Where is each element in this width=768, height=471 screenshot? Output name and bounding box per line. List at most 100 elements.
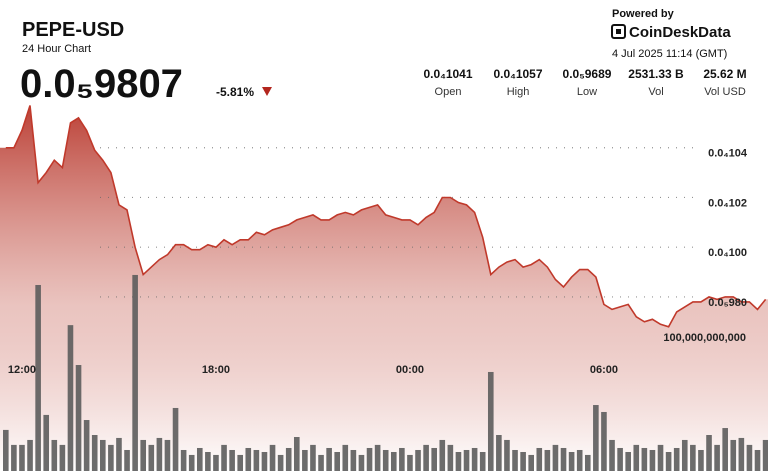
volume-bar	[358, 454, 365, 471]
volume-bar	[3, 429, 9, 471]
stats: 0.0₄1041 Open 0.0₄1057 High 0.0₅9689 Low 2531.…	[423, 67, 746, 98]
volume-bar	[156, 437, 163, 471]
volume-bar	[140, 439, 147, 471]
volume-bar	[148, 444, 155, 471]
volume-bar	[43, 414, 50, 471]
timestamp: 4 Jul 2025 11:14 (GMT)	[612, 48, 727, 60]
volume-bar	[35, 284, 41, 471]
volume-bar	[576, 449, 583, 471]
brand-icon-dot	[616, 29, 621, 34]
volume-bar	[99, 439, 106, 471]
volume-bar	[366, 447, 373, 471]
volume-bar	[681, 439, 688, 471]
volume-bar	[374, 444, 381, 471]
stat-label: Vol	[648, 86, 663, 98]
volume-bar	[83, 420, 90, 471]
volume-bar	[124, 449, 130, 471]
volume-bar	[714, 444, 720, 471]
volume-bar	[326, 447, 332, 471]
down-arrow	[262, 87, 272, 96]
volume-bar	[237, 454, 244, 471]
volume-bar	[520, 451, 526, 471]
x-tick-label: 12:00	[8, 364, 36, 376]
volume-bar	[318, 454, 324, 471]
volume-bar	[649, 449, 656, 471]
price-change: -5.81%	[216, 85, 254, 99]
price-area	[0, 105, 768, 471]
volume-bar	[754, 449, 761, 471]
volume-bar	[277, 454, 284, 471]
volume-bar	[19, 444, 25, 471]
stat-value: 25.62 M	[703, 67, 746, 81]
volume-bar	[213, 454, 219, 471]
y-tick-label: 0.0₅980	[708, 297, 747, 309]
volume-bar	[601, 411, 607, 471]
volume-bar	[350, 449, 357, 471]
stat-value: 0.0₄1057	[493, 67, 542, 81]
volume-bar	[641, 447, 648, 471]
y-tick-label: 0.0₄100	[708, 247, 747, 259]
volume-bar	[722, 428, 728, 471]
volume-bar	[625, 451, 631, 471]
volume-bar	[407, 454, 413, 471]
y2-tick-label: 100,000,000,000	[663, 332, 746, 344]
volume-bar	[382, 449, 389, 471]
volume-bar	[91, 435, 98, 471]
volume-bar	[487, 371, 494, 471]
volume-bar	[584, 454, 591, 471]
volume-bar	[471, 447, 478, 471]
stat-value: 0.0₄1041	[423, 67, 472, 81]
volume-bar	[59, 444, 66, 471]
x-tick-label: 06:00	[590, 364, 618, 376]
volume-bar	[706, 435, 712, 471]
volume-bar	[496, 435, 502, 471]
volume-bar	[479, 451, 486, 471]
volume-bar	[399, 447, 405, 471]
stat-label: Vol USD	[704, 86, 746, 98]
volume-bar	[423, 444, 429, 471]
volume-bar	[180, 449, 187, 471]
chart-title: PEPE-USD	[22, 19, 124, 41]
volume-bar	[504, 439, 510, 471]
volume-bar	[51, 439, 58, 471]
volume-bar	[221, 444, 227, 471]
volume-bar	[11, 444, 17, 471]
x-tick-label: 18:00	[202, 364, 230, 376]
brand-name: CoinDeskData	[629, 24, 731, 41]
stat-value: 2531.33 B	[628, 67, 684, 81]
volume-bar	[261, 451, 268, 471]
plot-area: 0.0₄104 0.0₄102 0.0₄100 0.0₅980 100,000,000,…	[0, 105, 768, 471]
volume-bar	[762, 439, 768, 471]
volume-bar	[164, 439, 171, 471]
volume-bar	[633, 444, 640, 471]
volume-bar	[390, 451, 397, 471]
current-price: 0.0₅9807	[20, 62, 183, 106]
y-tick-label: 0.0₄102	[708, 197, 747, 209]
volume-bar	[617, 447, 623, 471]
volume-bar	[269, 444, 276, 471]
volume-bar	[431, 447, 437, 471]
volume-bar	[512, 449, 518, 471]
stat-label: High	[507, 86, 530, 98]
chart-subtitle: 24 Hour Chart	[22, 43, 91, 55]
volume-bar	[690, 444, 696, 471]
volume-bar	[302, 449, 308, 471]
volume-bar	[463, 449, 470, 471]
volume-bar	[593, 405, 599, 471]
volume-bar	[536, 447, 543, 471]
volume-bar	[455, 451, 462, 471]
y-tick-label: 0.0₄104	[708, 148, 748, 160]
volume-bar	[673, 447, 680, 471]
volume-bar	[544, 449, 551, 471]
price-line	[5, 105, 767, 328]
volume-bar	[108, 444, 114, 471]
volume-bar	[746, 444, 753, 471]
volume-bar	[132, 274, 138, 471]
volume-bar	[205, 451, 211, 471]
volume-bar	[730, 439, 737, 471]
powered-by: Powered by	[612, 8, 675, 20]
volume-bar	[293, 437, 300, 471]
volume-bar	[245, 447, 252, 471]
volume-bar	[285, 447, 292, 471]
volume-bar	[188, 454, 195, 471]
